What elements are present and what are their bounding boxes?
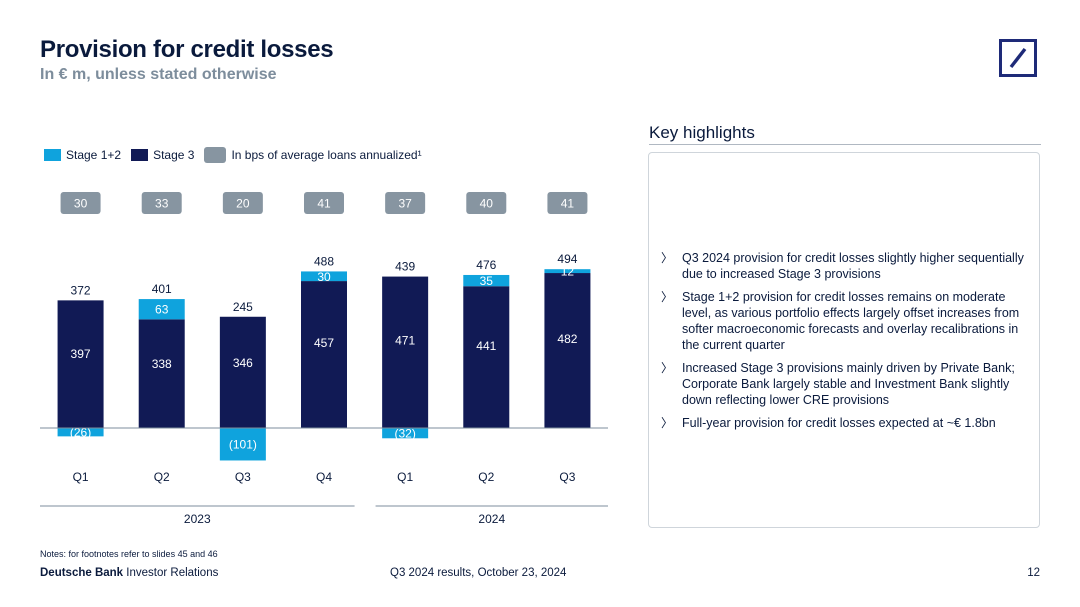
highlight-item: 〉 Stage 1+2 provision for credit losses r…	[661, 289, 1020, 353]
stage12-bar	[301, 271, 347, 282]
bps-label: 41	[317, 197, 331, 211]
year-group-label: 2024	[478, 512, 505, 526]
footer-brand: Deutsche Bank Investor Relations	[40, 567, 219, 579]
bps-label: 30	[74, 197, 88, 211]
stage12-label: (32)	[394, 427, 415, 441]
page-number: 12	[1027, 567, 1040, 579]
x-tick-label: Q3	[559, 470, 575, 484]
deutsche-bank-logo-icon	[999, 39, 1037, 77]
highlight-item: 〉 Q3 2024 provision for credit losses sli…	[661, 251, 1024, 282]
page-subtitle: In € m, unless stated otherwise	[40, 66, 277, 83]
key-highlights-divider	[649, 144, 1041, 145]
x-tick-label: Q4	[316, 470, 332, 484]
total-label: 372	[71, 283, 91, 297]
stage12-bar	[138, 299, 185, 320]
stage3-bar	[57, 300, 104, 428]
stage3-label: 338	[152, 357, 172, 371]
bps-label: 41	[561, 197, 575, 211]
bps-label: 40	[480, 197, 494, 211]
legend-swatch-stage3	[131, 149, 149, 161]
bps-box	[60, 192, 101, 214]
stage12-label: (26)	[70, 426, 91, 440]
key-highlights-panel	[648, 152, 1040, 528]
x-tick-label: Q2	[154, 470, 170, 484]
stage12-bar	[57, 428, 104, 437]
year-group-label: 2023	[184, 512, 211, 526]
total-label: 439	[395, 260, 415, 274]
stage12-label: 12	[561, 265, 575, 279]
legend-stage3: Stage 3	[131, 148, 194, 162]
bps-box	[466, 192, 507, 214]
highlight-item: 〉 Increased Stage 3 provisions mainly dri…	[661, 360, 1015, 408]
bps-box	[304, 192, 344, 214]
stage12-label: 30	[317, 270, 331, 284]
footnotes: Notes: for footnotes refer to slides 45 …	[40, 549, 218, 559]
stage3-label: 346	[233, 356, 253, 370]
stage12-label: (101)	[229, 438, 257, 452]
bps-box	[222, 192, 263, 214]
total-label: 488	[314, 254, 334, 268]
bps-label: 33	[155, 197, 169, 211]
legend-bps: In bps of average loans annualized¹	[204, 147, 422, 163]
bps-label: 37	[398, 197, 412, 211]
total-label: 401	[152, 282, 172, 296]
bps-box	[547, 192, 588, 214]
stage12-label: 63	[155, 303, 169, 317]
total-label: 245	[233, 300, 253, 314]
stage3-label: 397	[71, 347, 91, 361]
stage12-bar	[382, 428, 429, 439]
chart-legend: Stage 1+2 Stage 3 In bps of average loan…	[44, 147, 432, 163]
stage12-bar	[463, 274, 510, 287]
legend-stage12: Stage 1+2	[44, 148, 121, 162]
stage12-label: 35	[480, 274, 494, 288]
stage3-bar	[382, 276, 429, 428]
legend-swatch-stage12	[44, 149, 61, 161]
stage12-bar	[219, 428, 266, 461]
footer-event: Q3 2024 results, October 23, 2024	[390, 567, 567, 579]
legend-label-stage12: Stage 1+2	[66, 148, 122, 162]
stage3-bar	[301, 281, 347, 428]
chevron-right-icon: 〉	[661, 415, 674, 430]
chevron-right-icon: 〉	[661, 251, 674, 265]
bps-box	[385, 192, 426, 214]
key-highlights-list: 〉 Q3 2024 provision for credit losses sli…	[661, 250, 1033, 437]
stage12-bar	[544, 269, 591, 274]
stage3-bar	[138, 319, 185, 428]
legend-swatch-bps	[204, 147, 227, 163]
x-tick-label: Q1	[73, 470, 89, 484]
legend-label-stage3: Stage 3	[153, 148, 195, 162]
provision-bar-chart: 397 (26) 372 30 Q1 338 63 401 33 Q2 346 (101) 245 20 Q…	[40, 192, 608, 526]
stage3-bar	[544, 273, 591, 428]
chevron-right-icon: 〉	[661, 289, 674, 304]
stage3-label: 457	[314, 336, 334, 350]
chevron-right-icon: 〉	[661, 360, 674, 375]
bps-label: 20	[236, 197, 250, 211]
bps-box	[141, 192, 182, 214]
total-label: 494	[557, 252, 577, 266]
x-tick-label: Q3	[235, 470, 251, 484]
stage3-label: 441	[476, 339, 496, 353]
stage3-bar	[463, 286, 510, 428]
x-tick-label: Q1	[397, 470, 413, 484]
highlight-item: 〉 Full-year provision for credit losses e…	[661, 415, 996, 430]
stage3-bar	[219, 316, 266, 428]
legend-label-bps: In bps of average loans annualized¹	[231, 148, 422, 162]
key-highlights-title: Key highlights	[649, 123, 755, 142]
stage3-label: 482	[557, 332, 577, 346]
x-tick-label: Q2	[478, 470, 494, 484]
total-label: 476	[476, 258, 496, 272]
page-title: Provision for credit losses	[40, 36, 334, 63]
stage3-label: 471	[395, 334, 415, 348]
